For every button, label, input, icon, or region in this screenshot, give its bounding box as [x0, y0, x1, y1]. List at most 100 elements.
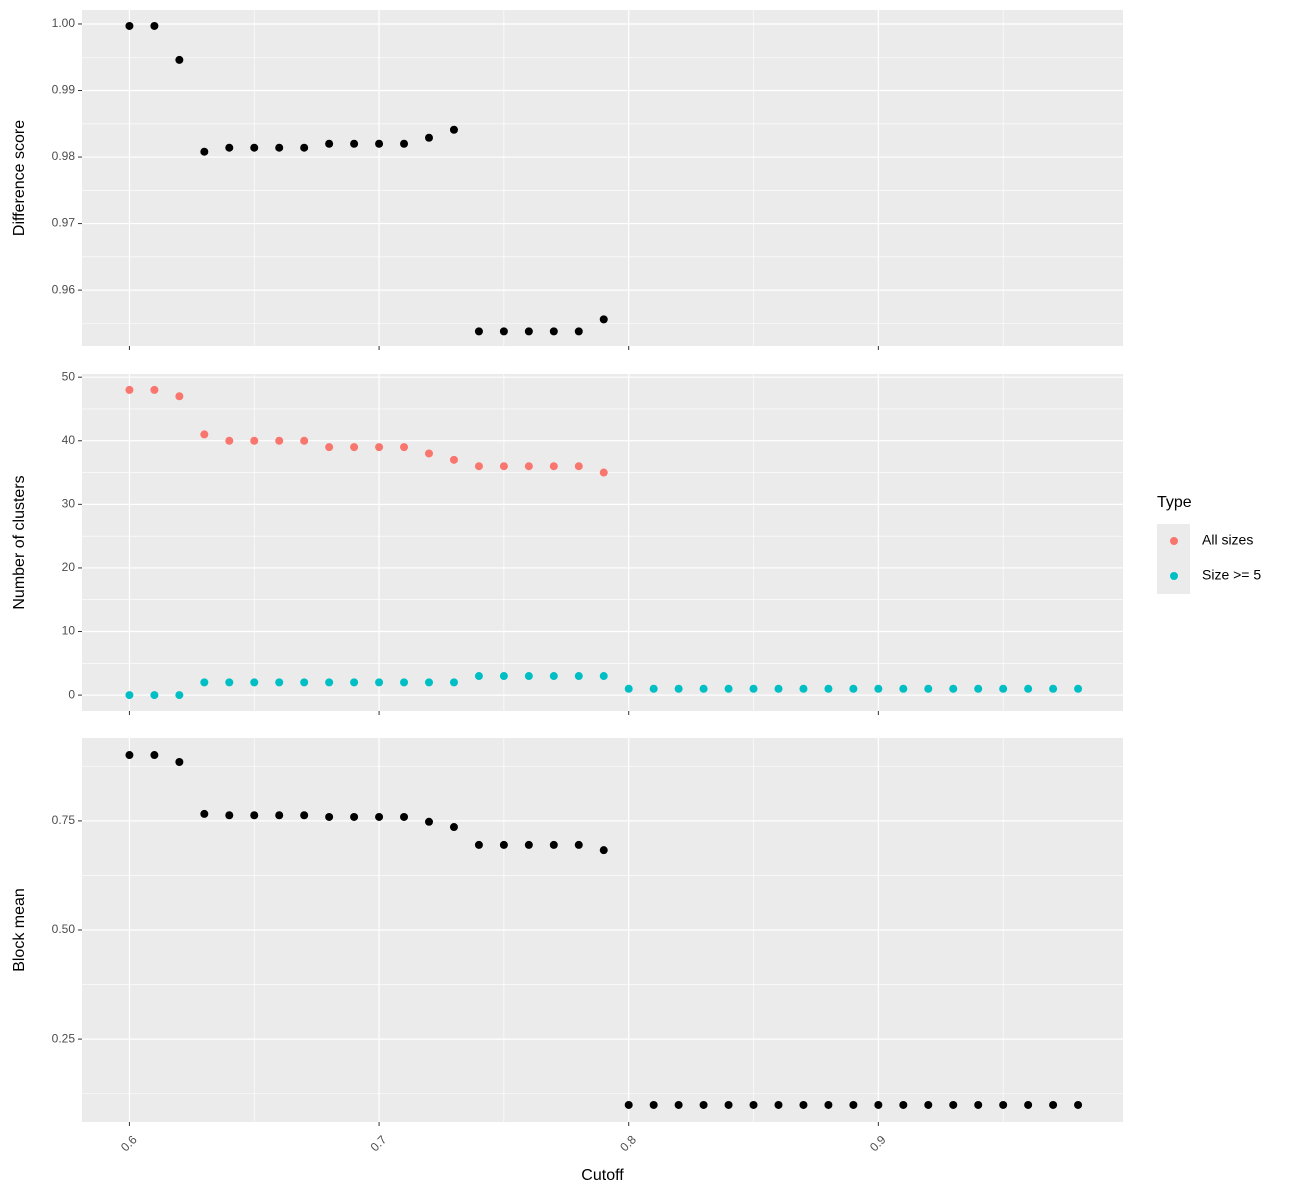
point	[974, 684, 983, 693]
point	[774, 1100, 783, 1109]
point	[549, 840, 558, 849]
point	[699, 684, 708, 693]
point	[300, 436, 309, 445]
point	[474, 327, 483, 336]
point	[499, 327, 508, 336]
point	[524, 840, 533, 849]
point	[749, 684, 758, 693]
point	[225, 678, 234, 687]
point	[674, 684, 683, 693]
x-tick-label: 0.7	[368, 1132, 390, 1154]
point	[849, 684, 858, 693]
point	[375, 443, 384, 452]
y-tick-label: 0.99	[52, 83, 76, 97]
y-axis-title: Difference score	[11, 120, 28, 236]
point	[400, 678, 409, 687]
y-tick-label: 0.50	[52, 922, 76, 936]
point	[300, 678, 309, 687]
point	[225, 436, 234, 445]
point	[275, 143, 284, 152]
legend-label: Size >= 5	[1202, 567, 1261, 583]
y-tick-label: 40	[62, 433, 76, 447]
point	[474, 840, 483, 849]
point	[350, 678, 359, 687]
point	[974, 1100, 983, 1109]
point	[225, 143, 234, 152]
point	[125, 21, 134, 30]
y-tick-label: 0.97	[52, 216, 76, 230]
legend-key-background	[1157, 524, 1190, 594]
point	[1024, 684, 1033, 693]
point	[449, 823, 458, 832]
point	[699, 1100, 708, 1109]
point	[799, 684, 808, 693]
point	[474, 462, 483, 471]
point	[350, 139, 359, 148]
point	[200, 809, 209, 818]
point	[549, 672, 558, 681]
point	[225, 811, 234, 820]
point	[250, 678, 259, 687]
y-axis-title: Number of clusters	[11, 475, 28, 609]
y-tick-label: 0	[68, 687, 75, 701]
point	[749, 1100, 758, 1109]
point	[250, 436, 259, 445]
point	[275, 811, 284, 820]
point	[150, 691, 159, 700]
point	[899, 1100, 908, 1109]
point	[1074, 684, 1083, 693]
point	[1049, 1100, 1058, 1109]
point	[1024, 1100, 1033, 1109]
point	[474, 672, 483, 681]
point	[200, 147, 209, 156]
point	[649, 684, 658, 693]
point	[449, 455, 458, 464]
y-tick-label: 30	[62, 497, 76, 511]
point	[425, 817, 433, 826]
point	[774, 684, 783, 693]
point	[300, 811, 309, 820]
legend-title: Type	[1157, 494, 1192, 511]
point	[599, 315, 608, 324]
point	[574, 672, 583, 681]
point	[849, 1100, 858, 1109]
point	[549, 327, 558, 336]
point	[150, 385, 159, 394]
point	[499, 672, 508, 681]
y-axis-title: Block mean	[11, 888, 28, 972]
y-tick-label: 50	[62, 369, 76, 383]
point	[599, 672, 608, 681]
point	[674, 1100, 683, 1109]
point	[924, 1100, 933, 1109]
point	[125, 751, 134, 760]
point	[150, 21, 159, 30]
point	[574, 840, 583, 849]
y-tick-label: 0.98	[52, 149, 76, 163]
point	[325, 443, 334, 452]
y-tick-label: 20	[62, 560, 76, 574]
y-tick-label: 1.00	[52, 16, 76, 30]
point	[999, 1100, 1008, 1109]
point	[524, 672, 533, 681]
panel-background	[82, 374, 1123, 711]
legend-key	[1170, 572, 1178, 580]
y-tick-label: 10	[62, 624, 76, 638]
point	[200, 430, 209, 439]
point	[599, 846, 608, 855]
point	[400, 443, 409, 452]
point	[524, 462, 533, 471]
point	[599, 468, 608, 477]
point	[150, 751, 159, 760]
point	[175, 758, 184, 766]
point	[574, 462, 583, 471]
point	[175, 55, 184, 64]
point	[375, 812, 384, 821]
panel-background	[82, 10, 1123, 346]
point	[624, 684, 633, 693]
point	[400, 139, 409, 148]
point	[175, 691, 184, 700]
point	[799, 1100, 808, 1109]
point	[724, 1100, 733, 1109]
